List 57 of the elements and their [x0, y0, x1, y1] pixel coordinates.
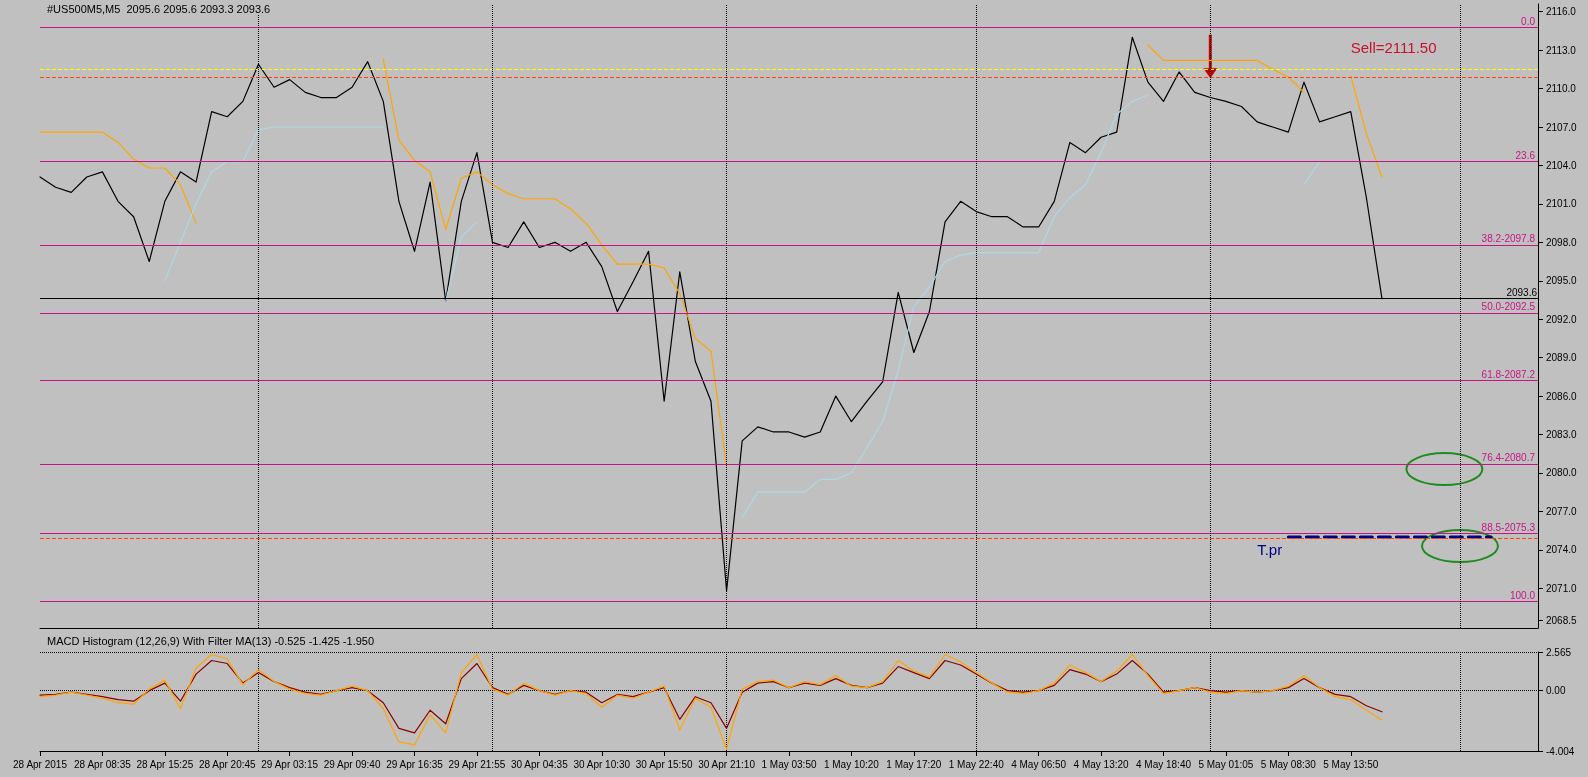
y-tick-label: 2074.0 — [1546, 544, 1578, 556]
line-series — [39, 653, 1383, 751]
x-tick-label: 1 May 22:40 — [948, 758, 1005, 770]
annotation: 50.0-2092.5 — [1481, 301, 1536, 313]
x-tick-label: 5 May 13:50 — [1323, 758, 1379, 770]
x-tick-label: 30 Apr 21:10 — [698, 758, 756, 770]
x-tick-label: 29 Apr 03:15 — [261, 758, 319, 770]
y-tick-label: 2083.0 — [1546, 429, 1578, 441]
line-series — [39, 659, 1383, 734]
x-tick-label: 30 Apr 04:35 — [510, 758, 569, 770]
ref-line-label: 2093.6 — [1506, 287, 1538, 299]
y-tick-label: 2107.0 — [1546, 121, 1578, 133]
y-tick-label: 2071.0 — [1546, 582, 1578, 594]
annotation: 23.6 — [1515, 150, 1536, 162]
annotation: 38.2-2097.8 — [1481, 233, 1536, 245]
annotation: Sell=2111.50 — [1350, 39, 1437, 57]
annotation: 0.0 — [1521, 15, 1536, 27]
y-tick-label: 2068.5 — [1546, 614, 1578, 626]
annotation: T.pr — [1257, 541, 1283, 559]
y-tick-label: 0.00 — [1546, 685, 1566, 697]
x-tick-label: 28 Apr 20:45 — [198, 758, 257, 770]
y-tick-label: 2080.0 — [1546, 467, 1578, 479]
y-tick-label: 2113.0 — [1546, 44, 1577, 56]
y-tick-label: 2077.0 — [1546, 505, 1578, 517]
chart-title: #US500M5,M5 2095.6 2095.6 2093.3 2093.6 — [47, 2, 271, 15]
x-tick-label: 4 May 06:50 — [1011, 758, 1067, 770]
x-tick-label: 4 May 18:40 — [1135, 758, 1192, 770]
x-tick-label: 29 Apr 16:35 — [386, 758, 444, 770]
y-tick-label: 2092.0 — [1546, 313, 1578, 325]
annotation: 76.4-2080.7 — [1481, 452, 1536, 464]
x-tick-label: 28 Apr 2015 — [13, 758, 68, 770]
x-tick-label: 4 May 13:20 — [1073, 758, 1130, 770]
y-tick-label: 2095.0 — [1546, 275, 1578, 287]
x-tick-label: 30 Apr 10:30 — [573, 758, 631, 770]
x-tick-label: 1 May 17:20 — [886, 758, 942, 770]
y-tick-label: 2104.0 — [1546, 159, 1578, 171]
annotation: 100.0 — [1509, 589, 1536, 601]
y-tick-label: 2116.0 — [1546, 6, 1577, 18]
y-tick-label: 2110.0 — [1546, 83, 1577, 95]
x-tick-label: 29 Apr 21:55 — [448, 758, 506, 770]
y-tick-label: 2089.0 — [1546, 352, 1578, 364]
y-tick-label: 2086.0 — [1546, 390, 1578, 402]
x-tick-label: 1 May 03:50 — [761, 758, 817, 770]
y-tick-label: 2.565 — [1546, 646, 1572, 658]
y-tick-label: 2098.0 — [1546, 236, 1578, 248]
x-tick-label: 5 May 01:05 — [1198, 758, 1254, 770]
annotation: 61.8-2087.2 — [1481, 369, 1536, 381]
y-tick-label: 2101.0 — [1546, 198, 1578, 210]
annotation: 88.5-2075.3 — [1481, 521, 1536, 533]
x-tick-label: 29 Apr 09:40 — [323, 758, 381, 770]
x-tick-label: 28 Apr 08:35 — [74, 758, 132, 770]
x-tick-label: 1 May 10:20 — [823, 758, 880, 770]
x-tick-label: 28 Apr 15:25 — [136, 758, 194, 770]
x-tick-label: 30 Apr 15:50 — [635, 758, 693, 770]
y-tick-label: -4.004 — [1546, 745, 1575, 757]
chart-title: MACD Histogram (12,26,9) With Filter MA(13) -0.525 -1.425 -1.950 — [47, 634, 375, 647]
x-tick-label: 5 May 08:30 — [1260, 758, 1317, 770]
